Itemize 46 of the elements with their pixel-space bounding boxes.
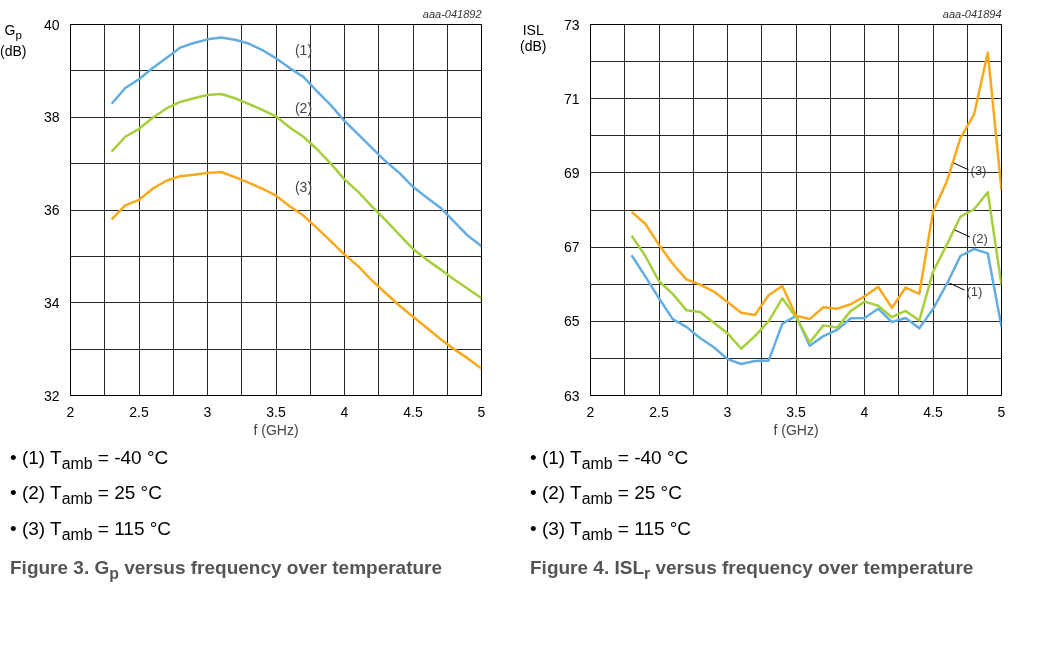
x-tick-label: 5 [477, 403, 486, 420]
text: Figure 4. ISL$_{r}$ versus frequency over temperature [530, 556, 974, 584]
line-series [110, 36, 482, 248]
y-tick-label: 73 [563, 16, 580, 33]
y-tick-label: 69 [563, 164, 580, 181]
text: • (2) T$_{amb}$ = 25 °C [530, 481, 683, 510]
line-series [630, 247, 1002, 366]
x-tick-label: 5 [997, 403, 1006, 420]
annotation: (2) [971, 230, 988, 246]
x-tick-label: 3 [723, 403, 732, 420]
x-axis-title: f (GHz) [773, 421, 819, 438]
x-tick-label: 3.5 [266, 403, 286, 420]
x-tick-label: 3.5 [786, 403, 806, 420]
y-tick-label: 34 [43, 294, 60, 311]
text: • (1) T$_{amb}$ = -40 °C [10, 446, 170, 474]
text: • (3) T$_{amb}$ = 115 °C [10, 516, 173, 545]
text: • (3) T$_{amb}$ = 115 °C [530, 516, 693, 545]
y-tick-label: 40 [43, 16, 60, 33]
x-tick-label: 2.5 [129, 403, 149, 420]
x-tick-label: 2 [66, 403, 75, 420]
line-series [110, 92, 482, 300]
x-tick-label: 4 [860, 403, 869, 420]
y-tick-label: 63 [563, 387, 580, 404]
x-tick-label: 4 [340, 403, 349, 420]
y-tick-label: 67 [563, 239, 580, 256]
x-tick-label: 4.5 [403, 403, 423, 420]
y-tick-label: 38 [43, 109, 60, 126]
text: aaa-041892 [422, 7, 482, 20]
text: Figure 3. G$_{p}$ versus frequency over temperature [10, 556, 443, 584]
y-axis-title: G$_{p}$ (dB) [0, 22, 27, 59]
line-series [110, 170, 482, 370]
text: aaa-041894 [942, 7, 1002, 20]
x-tick-label: 2 [586, 403, 595, 420]
x-axis-title: f (GHz) [253, 421, 299, 438]
y-tick-label: 65 [563, 313, 580, 330]
x-tick-label: 4.5 [923, 403, 943, 420]
y-tick-label: 36 [43, 202, 60, 218]
x-tick-label: 3 [203, 403, 212, 420]
y-tick-label: 71 [563, 90, 580, 107]
text: • (2) T$_{amb}$ = 25 °C [10, 481, 163, 510]
y-axis-title: ISL (dB) [520, 22, 547, 54]
x-tick-label: 2.5 [649, 403, 669, 420]
line-series [630, 51, 1002, 321]
y-tick-label: 32 [43, 387, 60, 404]
text: • (1) T$_{amb}$ = -40 °C [530, 446, 690, 474]
line-series [630, 190, 1002, 350]
